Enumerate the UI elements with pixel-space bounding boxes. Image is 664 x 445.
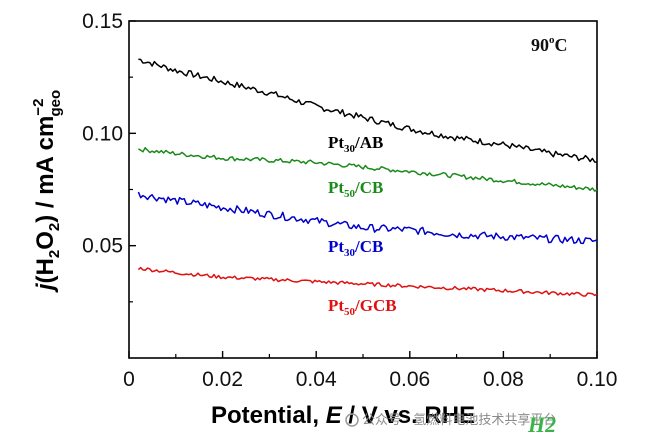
series-line-1 (138, 147, 598, 192)
x-axis-title: Potential, E / V vs. RHE (211, 402, 475, 429)
x-tick-label: 0.08 (483, 368, 524, 391)
x-tick-label: 0 (123, 368, 135, 391)
series-label-pt30-ab: Pt30/AB (328, 133, 383, 155)
series-label-pt30-cb: Pt30/CB (328, 237, 383, 259)
watermark-text: 公众号 · 氢燃料电池技术共享平台 (362, 412, 556, 428)
series-group (137, 58, 598, 297)
x-tick-label: 0.06 (389, 368, 430, 391)
series-line-2 (137, 191, 598, 245)
watermark: 公众号 · 氢燃料电池技术共享平台 H2 (345, 412, 556, 437)
x-tick-label: 0.02 (202, 368, 243, 391)
y-tick-label: 0.05 (82, 235, 123, 258)
y-tick-label: 0.15 (82, 10, 123, 33)
series-line-3 (137, 266, 598, 297)
x-tick-label: 0.04 (296, 368, 337, 391)
watermark-logo-icon (345, 413, 359, 427)
series-line-0 (138, 58, 598, 163)
series-label-pt50-cb: Pt50/CB (328, 178, 383, 200)
x-axis: 0 0.02 0.04 0.06 0.08 0.10 (123, 351, 617, 391)
y-axis: 0.05 0.10 0.15 (82, 10, 136, 303)
y-tick-label: 0.10 (82, 122, 123, 145)
watermark-brand: H2 (527, 412, 556, 437)
series-label-pt50-gcb: Pt50/GCB (328, 296, 397, 318)
temperature-annotation: 90oC (531, 34, 568, 55)
x-tick-label: 0.10 (577, 368, 618, 391)
y-axis-title: j(H2O2) / mA cm−2geo (30, 90, 64, 293)
